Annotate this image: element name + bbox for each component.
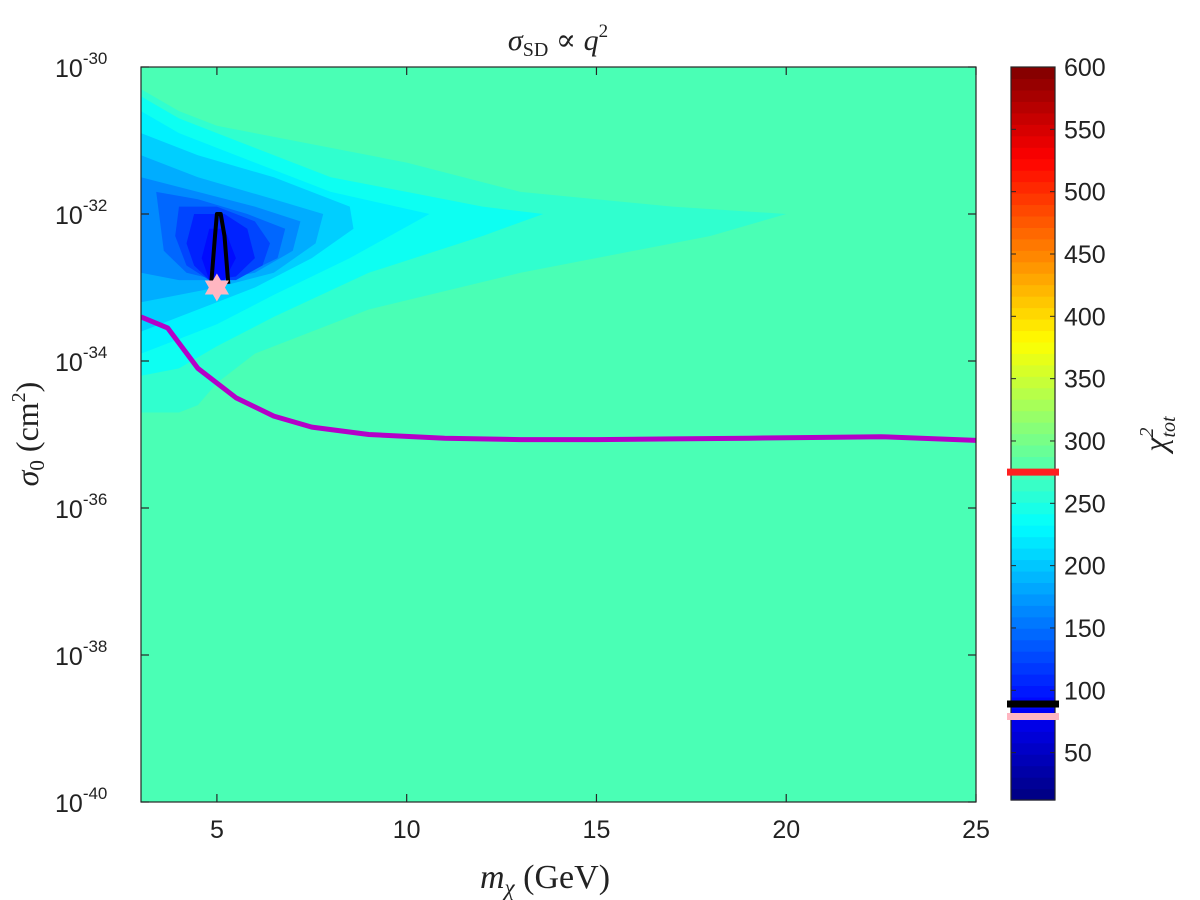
- colorbar-tick-label: 250: [1064, 490, 1106, 518]
- plot-area: 5 10 15 20 25 10-30 10-32 10-34 10-36 10-38 10-40: [55, 49, 990, 844]
- overlay-layer: [141, 212, 976, 443]
- y-axis-label: σ0 (cm2): [8, 382, 49, 487]
- x-axis: 5 10 15 20 25: [210, 67, 990, 844]
- colorbar-ticks: 50 100 150 200 250 300 350 400 450 500 550 600: [1011, 54, 1106, 768]
- x-tick-label: 25: [962, 816, 990, 844]
- colorbar-tick-label: 350: [1064, 366, 1106, 394]
- x-axis-label: mχ (GeV): [480, 859, 610, 900]
- best-fit-star-marker: [204, 273, 229, 302]
- colorbar: 50 100 150 200 250 300 350 400 450 500 550 600: [1007, 54, 1106, 801]
- x-tick-label: 10: [393, 816, 421, 844]
- y-tick-label: 10-32: [55, 196, 107, 230]
- contour-layer: [141, 89, 787, 413]
- colorbar-tick-label: 50: [1064, 740, 1092, 768]
- chart-title: σSD ∝ q2: [508, 21, 608, 61]
- colorbar-tick-label: 150: [1064, 615, 1106, 643]
- colorbar-markers: [1007, 468, 1059, 720]
- colorbar-tick-label: 400: [1064, 303, 1106, 331]
- colorbar-tick-label: 200: [1064, 553, 1106, 581]
- y-tick-label: 10-34: [55, 343, 107, 377]
- colorbar-label: χ2tot: [1136, 416, 1180, 455]
- x-tick-label: 15: [583, 816, 611, 844]
- y-tick-label: 10-38: [55, 637, 107, 671]
- colorbar-tick-label: 300: [1064, 428, 1106, 456]
- y-axis: 10-30 10-32 10-34 10-36 10-38 10-40: [55, 49, 976, 818]
- colorbar-tick-label: 500: [1064, 179, 1106, 207]
- y-tick-label: 10-30: [55, 49, 107, 83]
- plot-frame: [140, 66, 977, 803]
- colorbar-tick-label: 450: [1064, 241, 1106, 269]
- colorbar-tick-label: 600: [1064, 54, 1106, 82]
- x-tick-label: 5: [210, 816, 224, 844]
- exclusion-limit-curve: [141, 314, 976, 443]
- colorbar-tick-label: 550: [1064, 116, 1106, 144]
- colorbar-tick-label: 100: [1064, 677, 1106, 705]
- best-fit-contour: [209, 212, 231, 284]
- y-tick-label: 10-36: [55, 490, 107, 524]
- y-tick-label: 10-40: [55, 784, 107, 818]
- x-tick-label: 20: [772, 816, 800, 844]
- colorbar-gradient: [1011, 67, 1055, 801]
- colorbar-frame: [1010, 66, 1056, 801]
